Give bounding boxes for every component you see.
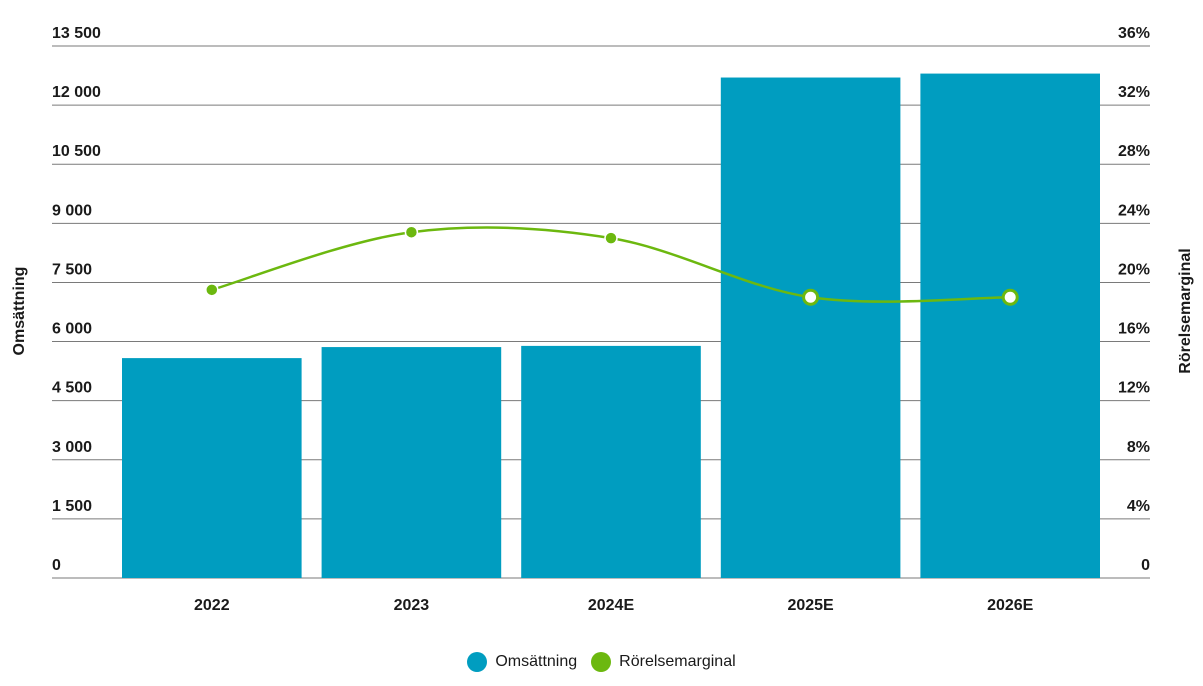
legend-swatch-rorelsemarginal — [591, 652, 612, 672]
left-tick-label: 13 500 — [52, 25, 101, 42]
line-point-2025E — [802, 288, 820, 306]
left-tick-label: 9 000 — [52, 202, 92, 219]
line-point-2022 — [205, 283, 219, 297]
right-tick-label: 20% — [1118, 261, 1150, 278]
right-tick-label: 36% — [1118, 25, 1150, 42]
bar-2024E — [521, 345, 701, 578]
x-tick-label: 2026E — [987, 597, 1034, 614]
right-tick-label: 12% — [1118, 380, 1150, 397]
x-tick-label: 2022 — [194, 597, 230, 614]
left-axis-title: Omsättning — [11, 267, 28, 356]
right-tick-label: 16% — [1118, 321, 1150, 338]
legend: Omsättning Rörelsemarginal — [0, 652, 1203, 672]
line-point-2024E — [604, 231, 618, 245]
right-tick-label: 4% — [1127, 498, 1150, 515]
left-tick-label: 3 000 — [52, 439, 92, 456]
right-tick-label: 8% — [1127, 439, 1150, 456]
legend-item-omsattning: Omsättning — [467, 652, 577, 672]
x-tick-label: 2025E — [787, 597, 834, 614]
legend-label-omsattning: Omsättning — [495, 653, 578, 670]
right-axis-title: Rörelsemarginal — [1177, 248, 1194, 373]
legend-swatch-omsattning — [467, 652, 488, 672]
bar-2022 — [122, 358, 302, 578]
bar-series-omsattning — [122, 73, 1100, 579]
left-axis-ticks: 0 1 500 3 000 4 500 6 000 7 500 9 000 10 500 12 … — [52, 25, 101, 574]
line-series-rorelsemarginal — [205, 225, 1019, 306]
left-tick-label: 12 000 — [52, 84, 101, 101]
x-tick-label: 2023 — [394, 597, 430, 614]
right-tick-label: 24% — [1118, 202, 1150, 219]
bar-2023 — [321, 347, 502, 578]
legend-label-rorelsemarginal: Rörelsemarginal — [619, 653, 736, 670]
line-point-2026E — [1001, 288, 1019, 306]
right-tick-label: 0 — [1141, 557, 1150, 574]
left-tick-label: 7 500 — [52, 261, 92, 278]
bar-2025E — [720, 77, 901, 578]
line-point-2023 — [404, 225, 419, 239]
right-axis-ticks: 0 4% 8% 12% 16% 20% 24% 28% 32% 36% — [1118, 25, 1150, 574]
left-tick-label: 10 500 — [52, 143, 101, 160]
left-tick-label: 4 500 — [52, 380, 92, 397]
left-tick-label: 6 000 — [52, 321, 92, 338]
left-tick-label: 0 — [52, 557, 61, 574]
right-tick-label: 32% — [1118, 84, 1150, 101]
legend-item-rorelsemarginal: Rörelsemarginal — [591, 652, 736, 672]
right-tick-label: 28% — [1118, 143, 1150, 160]
x-tick-label: 2024E — [588, 597, 635, 614]
x-axis-ticks: 2022 2023 2024E 2025E 2026E — [194, 597, 1034, 614]
left-tick-label: 1 500 — [52, 498, 92, 515]
bar-2026E — [920, 73, 1100, 579]
